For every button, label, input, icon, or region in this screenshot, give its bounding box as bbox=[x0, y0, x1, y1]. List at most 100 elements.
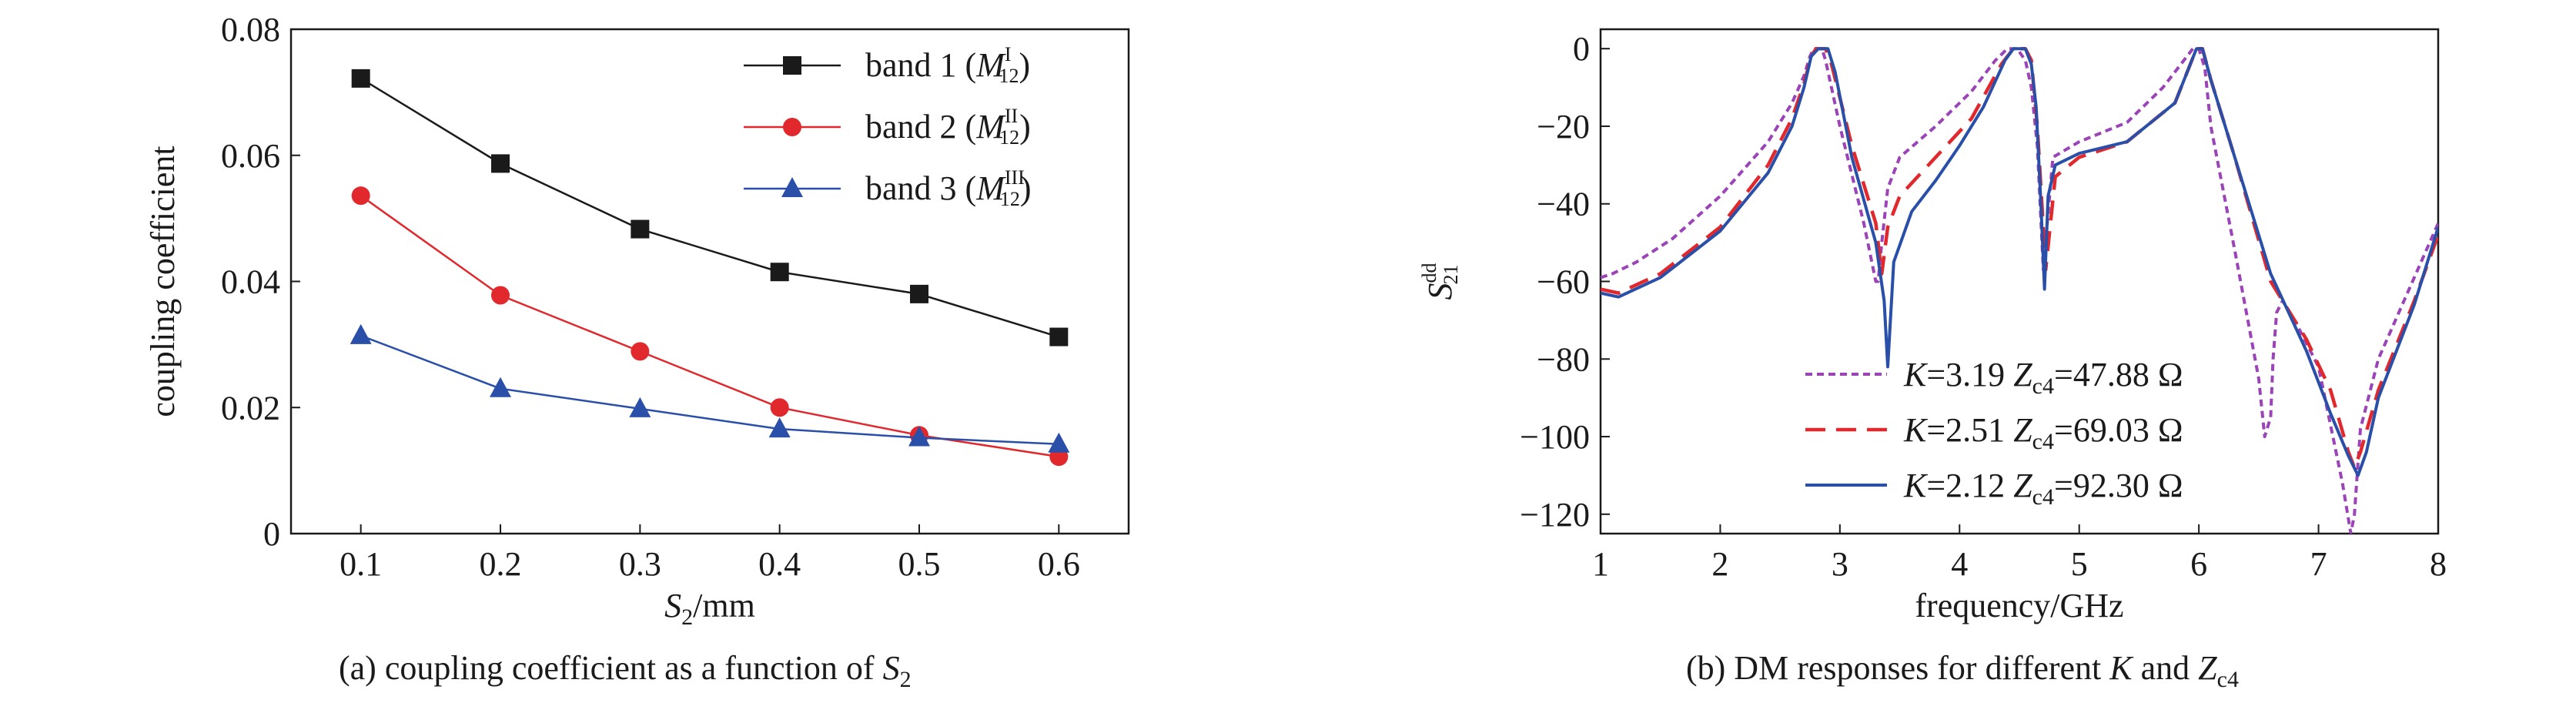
caption-a-text: (a) coupling coefficient as a function o… bbox=[339, 649, 883, 687]
legend-label-k-value: =3.19 bbox=[1926, 356, 2013, 393]
caption-b-text: (b) DM responses for different bbox=[1686, 649, 2110, 687]
series-1-point bbox=[491, 154, 510, 173]
legend-marker bbox=[781, 177, 803, 197]
legend-label-z: Z bbox=[2013, 356, 2032, 393]
x-axis-label-sub: 2 bbox=[681, 604, 693, 630]
legend-b: K=3.19 Zc4=47.88 ΩK=2.51 Zc4=69.03 ΩK=2.… bbox=[1805, 356, 2183, 510]
y-axis-label: coupling coefficient bbox=[144, 146, 182, 417]
legend-label-z-sub: c4 bbox=[2032, 429, 2054, 454]
legend-label-z-sub: c4 bbox=[2032, 373, 2054, 399]
legend-label: band 3 (MIII 12) bbox=[865, 166, 1031, 210]
y-axis-label-sup: dd bbox=[1418, 263, 1440, 283]
y-axis-label-var: S bbox=[1421, 283, 1459, 300]
series-3 bbox=[350, 323, 1070, 453]
legend-label-var: M bbox=[975, 108, 1006, 146]
y-tick-label: −120 bbox=[1520, 496, 1590, 534]
series-2-line bbox=[360, 195, 1059, 458]
y-tick-label: −40 bbox=[1537, 186, 1590, 223]
series-3-point bbox=[490, 377, 511, 397]
x-axis-label: frequency/GHz bbox=[1915, 587, 2123, 624]
series-1-point bbox=[1049, 327, 1069, 346]
legend-label-text: band 3 ( bbox=[865, 169, 976, 207]
chart-panel-a: 0.1 0.2 0.3 0.4 0.5 0.6 0 0.02 0.04 0.06 0.08 coupl… bbox=[144, 11, 1130, 693]
y-axis-label: Sdd21 bbox=[1418, 263, 1462, 300]
legend-label-k: K bbox=[1903, 467, 1929, 504]
chart-a-svg: 0.1 0.2 0.3 0.4 0.5 0.6 0 0.02 0.04 0.06 0.08 coupl… bbox=[144, 11, 1130, 630]
series-1-point bbox=[910, 284, 928, 303]
x-tick-label: 0.4 bbox=[758, 545, 801, 583]
caption-b-var1: K bbox=[2109, 649, 2133, 687]
caption-b: (b) DM responses for different K and Zc4 bbox=[1686, 648, 2239, 693]
x-tick-label: 0.6 bbox=[1038, 545, 1080, 583]
x-axis-label-unit: /mm bbox=[693, 587, 755, 624]
legend-label-z-sub: c4 bbox=[2032, 484, 2054, 510]
chart-b-svg: 1 2 3 4 5 6 7 8 0 −20 −40 −60 −80 −100 −120 Sdd21 freque… bbox=[1418, 28, 2447, 624]
x-tick-label: 0.3 bbox=[619, 545, 661, 583]
legend-marker bbox=[783, 56, 801, 75]
legend-label-var: M bbox=[975, 169, 1006, 207]
series-2-point bbox=[631, 342, 650, 361]
series-1 bbox=[351, 69, 1069, 346]
legend-label-close: ) bbox=[1019, 46, 1031, 84]
series-3-point bbox=[908, 426, 930, 447]
x-tick-label: 8 bbox=[2430, 545, 2447, 583]
x-tick-label: 3 bbox=[1832, 545, 1848, 583]
legend-label-text: band 1 ( bbox=[865, 46, 976, 84]
x-axis-label: S2/mm bbox=[664, 587, 755, 630]
series-2-line bbox=[1601, 46, 2438, 470]
caption-a-sub: 2 bbox=[899, 666, 912, 692]
series-1-line bbox=[1601, 47, 2438, 534]
x-tick-label: 5 bbox=[2071, 545, 2088, 583]
x-tick-label: 6 bbox=[2190, 545, 2207, 583]
legend-label-text: band 2 ( bbox=[865, 108, 976, 146]
y-tick-label: 0.02 bbox=[221, 389, 280, 427]
legend-a: band 1 (MI 12)band 2 (MII 12)band 3 (MIII 1… bbox=[744, 43, 1031, 210]
series-3-point bbox=[350, 323, 372, 344]
series-3-point bbox=[629, 397, 651, 417]
x-tick-label: 2 bbox=[1711, 545, 1728, 583]
y-tick-label: 0 bbox=[1573, 30, 1590, 68]
caption-a: (a) coupling coefficient as a function o… bbox=[339, 648, 912, 693]
plot-frame-a bbox=[289, 28, 1130, 535]
series-2-point bbox=[491, 286, 510, 305]
x-tick-label: 4 bbox=[1951, 545, 1968, 583]
series-3-line bbox=[1601, 47, 2438, 477]
legend-label: K=2.12 Zc4=92.30 Ω bbox=[1903, 467, 2183, 510]
legend-label-k: K bbox=[1903, 356, 1929, 393]
y-tick-label: −20 bbox=[1537, 108, 1590, 146]
y-tick-label: 0.04 bbox=[221, 263, 280, 301]
legend-label-z-value: =92.30 Ω bbox=[2054, 467, 2183, 504]
legend-label: band 2 (MII 12) bbox=[865, 105, 1031, 149]
series-1-point bbox=[770, 263, 789, 282]
y-tick-label: −60 bbox=[1537, 263, 1590, 301]
legend-label-z: Z bbox=[2013, 411, 2032, 449]
series-2-point bbox=[770, 398, 789, 417]
y-tick-label: −100 bbox=[1520, 418, 1590, 456]
caption-a-var: S bbox=[882, 649, 900, 687]
x-tick-label: 7 bbox=[2310, 545, 2327, 583]
y-tick-label: 0.06 bbox=[221, 137, 280, 175]
legend-label-k-value: =2.51 bbox=[1926, 411, 2013, 449]
legend-label-close: ) bbox=[1019, 108, 1031, 146]
legend-label-sup: II bbox=[1005, 105, 1018, 127]
x-tick-label: 0.5 bbox=[898, 545, 941, 583]
caption-b-var2: Z bbox=[2198, 649, 2217, 687]
series-1-point bbox=[351, 69, 370, 88]
legend-label-z: Z bbox=[2013, 467, 2032, 504]
legend-label-k-value: =2.12 bbox=[1926, 467, 2013, 504]
legend-label-sup: I bbox=[1005, 43, 1012, 65]
legend-label: band 1 (MI 12) bbox=[865, 43, 1030, 87]
x-axis-label-var: S bbox=[664, 587, 681, 624]
series-1-line bbox=[360, 77, 1059, 338]
legend-label-sub: 12 bbox=[1000, 188, 1020, 210]
legend-label: K=3.19 Zc4=47.88 Ω bbox=[1903, 356, 2183, 399]
caption-b-sub: c4 bbox=[2216, 666, 2239, 692]
legend-label-k: K bbox=[1903, 411, 1929, 449]
legend-label-sub: 12 bbox=[999, 65, 1019, 87]
y-axis-label-text: coupling coefficient bbox=[144, 146, 182, 417]
series-3-line bbox=[360, 334, 1059, 445]
legend-label: K=2.51 Zc4=69.03 Ω bbox=[1903, 411, 2183, 454]
legend-label-z-value: =47.88 Ω bbox=[2054, 356, 2183, 393]
legend-label-z-value: =69.03 Ω bbox=[2054, 411, 2183, 449]
caption-b-mid: and bbox=[2132, 649, 2199, 687]
